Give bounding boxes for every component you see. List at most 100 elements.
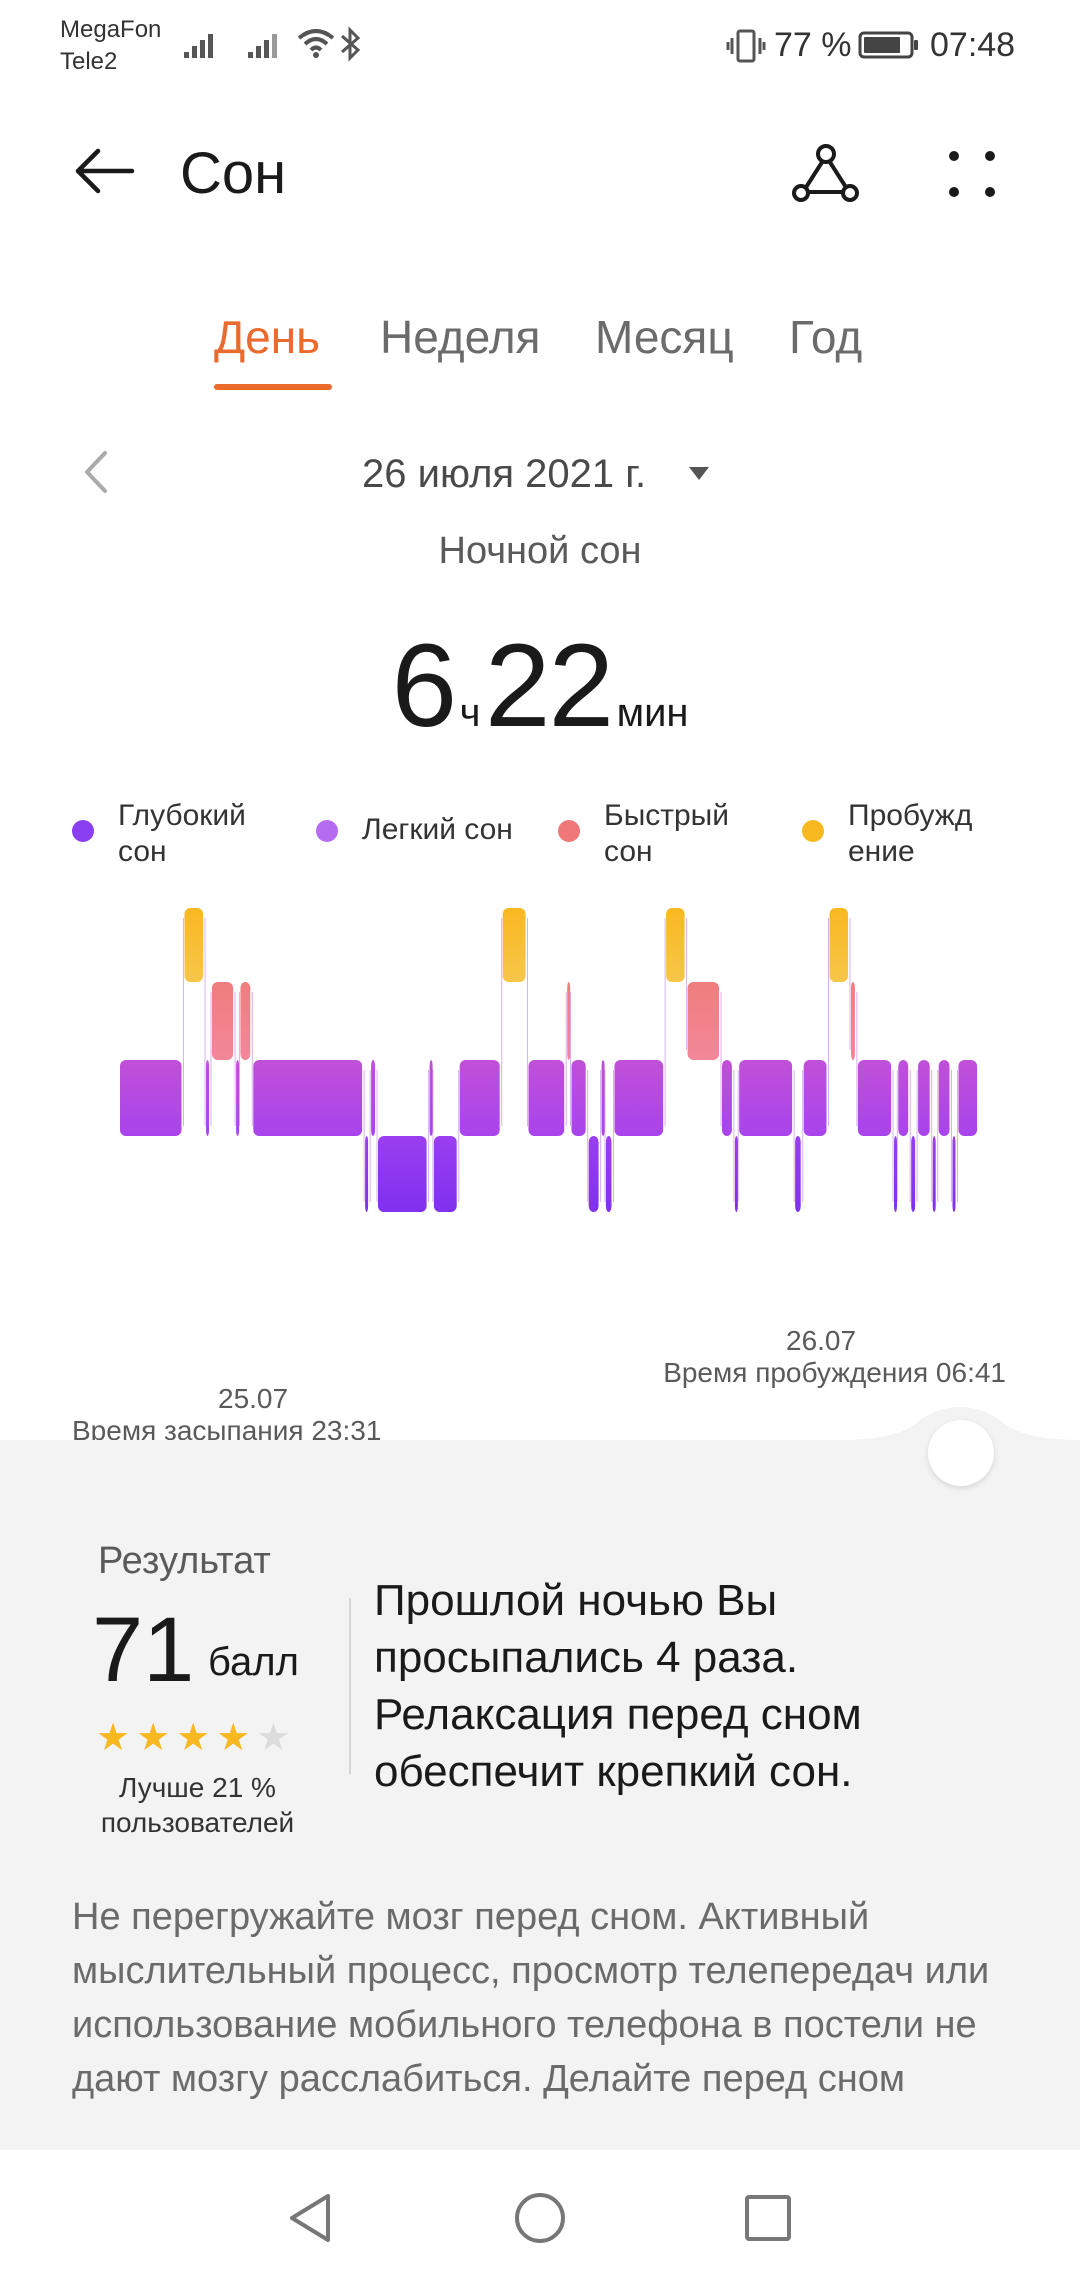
nav-recent-icon <box>742 2192 794 2249</box>
share-button[interactable] <box>786 136 866 216</box>
sleep-segment-2 <box>803 1060 827 1136</box>
battery-percent: 77 % <box>774 26 852 64</box>
sleep-stage-chart[interactable] <box>100 900 980 1330</box>
sleep-segment-2 <box>206 1060 209 1136</box>
legend-dot <box>558 820 580 842</box>
carrier-2: Tele2 <box>60 48 118 75</box>
legend-label: Быстрый сон <box>604 799 729 868</box>
sleep-segment-2 <box>571 1060 586 1136</box>
sleep-segment-2 <box>918 1060 930 1136</box>
sleep-segment-3 <box>588 1136 599 1212</box>
sleep-segment-2 <box>371 1060 375 1136</box>
star-icon: ★ <box>256 1717 291 1759</box>
sleep-segment-3 <box>734 1136 738 1212</box>
sleep-segment-2 <box>459 1060 500 1136</box>
score-value: 71 <box>92 1599 195 1701</box>
tab-day[interactable]: День <box>214 311 321 363</box>
sleep-segment-2 <box>739 1060 793 1136</box>
status-bar: MegaFon Tele2 <box>0 0 1080 96</box>
back-button[interactable] <box>64 138 144 208</box>
chevron-left-icon <box>81 449 109 500</box>
star-icon: ★ <box>136 1717 171 1759</box>
sleep-segment-3 <box>952 1136 956 1212</box>
legend-label: Глубокий сон <box>118 799 246 868</box>
star-icon: ★ <box>176 1717 211 1759</box>
sleep-segment-3 <box>433 1136 457 1212</box>
carrier-1: MegaFon <box>60 16 162 43</box>
sleep-segment-2 <box>958 1060 977 1136</box>
sleep-segment-1 <box>212 982 234 1060</box>
sleep-segment-0 <box>502 908 526 982</box>
sleep-type: Ночной сон <box>438 530 642 572</box>
vibrate-icon <box>726 28 766 64</box>
more-button[interactable] <box>932 136 1012 216</box>
arrow-left-icon <box>72 146 136 201</box>
nav-back-icon <box>284 2190 336 2251</box>
sleep-summary: Прошлой ночью Вы просыпались 4 раза. Рел… <box>374 1576 862 1796</box>
signal-icon <box>182 30 222 60</box>
tab-year[interactable]: Год <box>789 311 863 363</box>
legend-dot <box>316 820 338 842</box>
sleep-segment-3 <box>795 1136 801 1212</box>
navigation-bar <box>0 2150 1080 2280</box>
nav-back-button[interactable] <box>270 2180 350 2260</box>
sleep-segment-2 <box>429 1060 433 1136</box>
result-sheet <box>0 1440 1080 2280</box>
sleep-segment-3 <box>911 1136 916 1212</box>
tab-indicator <box>214 384 332 390</box>
sleep-segment-0 <box>666 908 685 982</box>
legend-awake: Пробуждение <box>802 798 986 870</box>
nav-home-icon <box>512 2190 568 2251</box>
legend-label: Пробуждение <box>848 799 973 868</box>
previous-date-button[interactable] <box>70 444 120 504</box>
sleep-segment-3 <box>932 1136 936 1212</box>
legend-deep-sleep: Глубокий сон <box>72 798 268 870</box>
sleep-segment-2 <box>898 1060 909 1136</box>
date-selector[interactable]: 26 июля 2021 г. <box>362 452 647 496</box>
sleep-segment-2 <box>614 1060 664 1136</box>
duration-hours-unit: ч <box>459 691 481 735</box>
sleep-segment-2 <box>236 1060 240 1136</box>
sleep-segment-2 <box>938 1060 950 1136</box>
score-unit: балл <box>208 1640 299 1684</box>
sleep-segment-2 <box>120 1060 182 1136</box>
sleep-segment-3 <box>378 1136 427 1212</box>
sleep-segment-1 <box>240 982 251 1060</box>
sleep-segment-3 <box>894 1136 897 1212</box>
sleep-segment-1 <box>687 982 719 1060</box>
duration-hours: 6 <box>391 620 457 752</box>
legend-dot <box>72 820 94 842</box>
tab-week[interactable]: Неделя <box>380 311 541 363</box>
sleep-segment-3 <box>605 1136 612 1212</box>
start-date-label: 25.07 <box>218 1383 289 1414</box>
sleep-segment-1 <box>567 982 571 1060</box>
sleep-segment-2 <box>601 1060 605 1136</box>
toolbar: Сон <box>0 110 1080 240</box>
nav-home-button[interactable] <box>500 2180 580 2260</box>
score-stars: ★ ★ ★ ★ ★ <box>96 1718 290 1758</box>
nav-recent-button[interactable] <box>728 2180 808 2260</box>
star-icon: ★ <box>216 1717 251 1759</box>
sleep-segment-2 <box>722 1060 732 1136</box>
tab-month[interactable]: Месяц <box>595 311 734 363</box>
legend-rem-sleep: Быстрый сон <box>558 798 744 870</box>
sleep-duration: 6 ч 22 мин <box>0 618 1080 754</box>
legend-label: Легкий сон <box>362 813 513 846</box>
better-than-users: Лучше 21 % пользователей <box>100 1772 295 1838</box>
share-icon <box>791 143 861 209</box>
legend-light-sleep: Легкий сон <box>316 798 582 848</box>
sleep-segment-3 <box>365 1136 369 1212</box>
legend-dot <box>802 820 824 842</box>
sleep-segment-2 <box>857 1060 891 1136</box>
divider <box>349 1598 351 1774</box>
sleep-segment-2 <box>528 1060 565 1136</box>
page-title: Сон <box>180 141 287 206</box>
signal-icon <box>246 30 286 60</box>
bluetooth-icon <box>338 26 364 62</box>
duration-minutes-unit: мин <box>616 691 689 735</box>
duration-minutes: 22 <box>484 620 614 752</box>
sleep-segment-2 <box>253 1060 363 1136</box>
chart-scrubber-handle[interactable] <box>928 1420 994 1486</box>
caret-down-icon[interactable] <box>686 464 712 489</box>
